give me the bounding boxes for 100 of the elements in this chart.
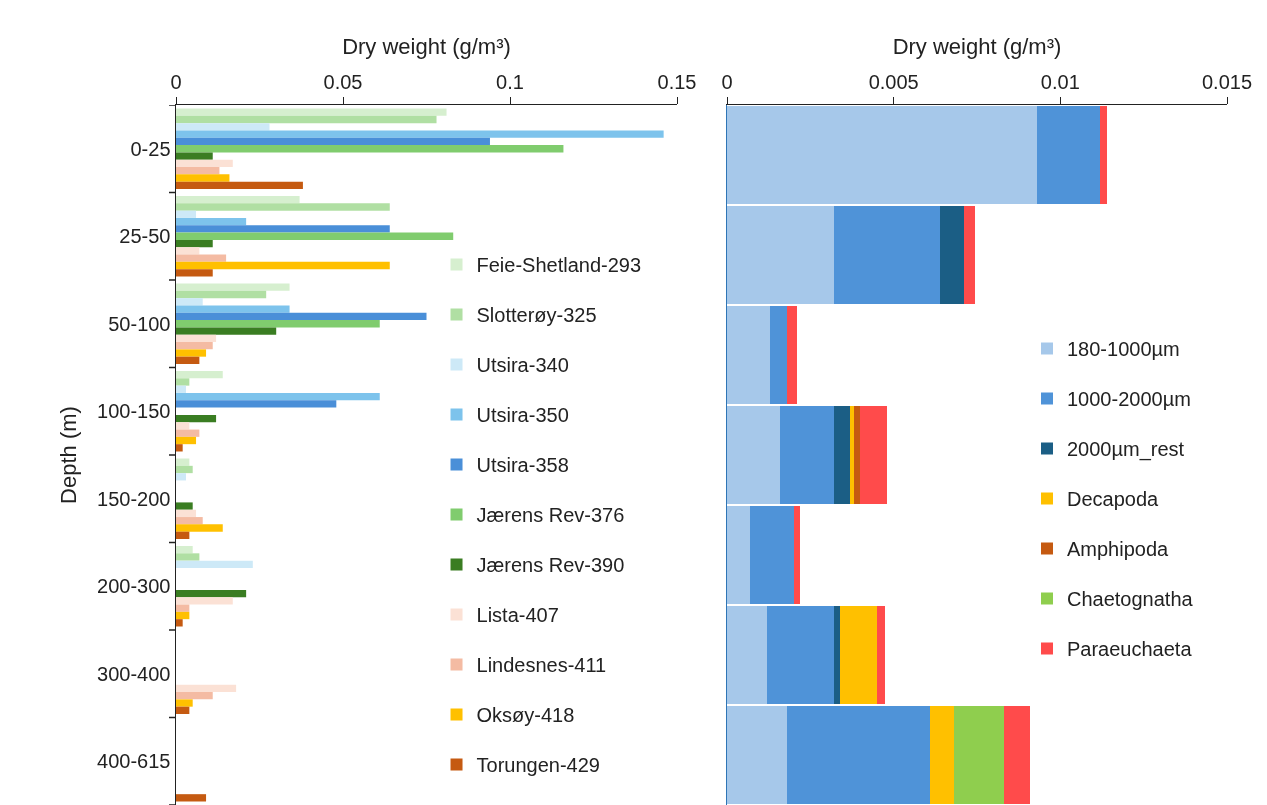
x-tick-label: 0.15 [657, 70, 697, 93]
bar [176, 210, 197, 218]
bar [176, 597, 233, 605]
legend-label: Chaetognatha [1067, 588, 1194, 611]
bar [176, 531, 190, 539]
legend-label: Amphipoda [1067, 538, 1170, 561]
bar [176, 429, 200, 437]
y-tick-label: 0-25 [130, 137, 171, 160]
bar [176, 174, 230, 182]
bar [176, 589, 247, 598]
bar [930, 706, 954, 804]
bar [750, 506, 794, 604]
bar [176, 422, 190, 430]
bar [176, 239, 213, 248]
bar [176, 217, 247, 226]
x-tick-label: 0.015 [1201, 70, 1253, 93]
bar [176, 115, 437, 124]
legend-label: Decapoda [1067, 488, 1160, 511]
bar [833, 406, 851, 504]
legend-label: Jærens Rev-376 [476, 504, 625, 527]
bar [176, 305, 290, 313]
bar [727, 306, 771, 404]
bar [176, 604, 190, 612]
bar [176, 130, 664, 138]
bar [176, 137, 490, 146]
bar [176, 312, 427, 321]
bar [176, 167, 220, 175]
bar [877, 606, 886, 704]
legend-label: Lindesnes-411 [476, 654, 607, 677]
bar [176, 320, 380, 328]
bar [840, 606, 877, 704]
bar [176, 444, 183, 452]
bar [940, 206, 964, 304]
bar [176, 342, 213, 350]
bar [176, 458, 190, 466]
x-axis-title: Dry weight (g/m³) [892, 33, 1062, 59]
bar [850, 406, 854, 504]
bar [176, 152, 213, 160]
bar [787, 306, 797, 404]
bar [176, 385, 187, 393]
bar [1100, 106, 1107, 204]
y-tick-label: 300-400 [97, 662, 171, 685]
legend-label: Slotterøy-325 [476, 304, 597, 327]
y-tick-label: 200-300 [97, 575, 171, 598]
x-tick-label: 0 [170, 70, 182, 93]
bar [176, 509, 197, 518]
bar [176, 349, 207, 357]
bar [176, 378, 190, 386]
bar [727, 206, 834, 304]
bar [176, 553, 200, 561]
bar [176, 473, 187, 481]
bar [176, 546, 193, 554]
bar [780, 406, 834, 504]
bar [176, 334, 217, 343]
legend-label: Utsira-358 [476, 454, 569, 477]
legend-label: Lista-407 [476, 604, 559, 627]
legend-label: Feie-Shetland-293 [476, 254, 642, 277]
bar [727, 706, 787, 804]
legend-label: 180-1000µm [1067, 338, 1180, 361]
bar [176, 611, 190, 620]
bar [176, 225, 390, 233]
bar [176, 414, 217, 423]
bar [787, 706, 931, 804]
bar [727, 406, 781, 504]
bar [176, 290, 267, 299]
bar [176, 196, 300, 204]
bar [727, 106, 1037, 204]
bar [853, 406, 861, 504]
legend-label: Oksøy-418 [476, 704, 575, 727]
bar [770, 306, 787, 404]
bar [176, 684, 237, 693]
bar [1037, 106, 1101, 204]
bar [176, 356, 200, 364]
bar [793, 506, 801, 604]
bar [176, 400, 337, 408]
bar [833, 206, 941, 304]
bar [833, 606, 841, 704]
bar [176, 502, 193, 510]
bar [176, 371, 223, 379]
bar [176, 619, 183, 627]
legend-label: 1000-2000µm [1067, 388, 1191, 411]
bar [176, 706, 190, 714]
bar [176, 465, 193, 474]
legend-label: Utsira-350 [476, 404, 569, 427]
bar [727, 506, 751, 604]
bar [176, 232, 454, 240]
x-axis-title: Dry weight (g/m³) [342, 33, 511, 59]
x-tick-label: 0.1 [496, 70, 524, 93]
bar [176, 699, 193, 707]
bar [176, 436, 197, 445]
bar [176, 159, 233, 168]
bar [767, 606, 834, 704]
bar [176, 524, 223, 532]
bar [727, 606, 767, 704]
y-tick-label: 100-150 [97, 400, 171, 423]
bar [176, 203, 390, 211]
bar [176, 247, 200, 255]
bar [176, 145, 564, 153]
legend-label: Paraeuchaeta [1067, 638, 1193, 661]
y-axis-title: Depth (m) [56, 406, 82, 504]
